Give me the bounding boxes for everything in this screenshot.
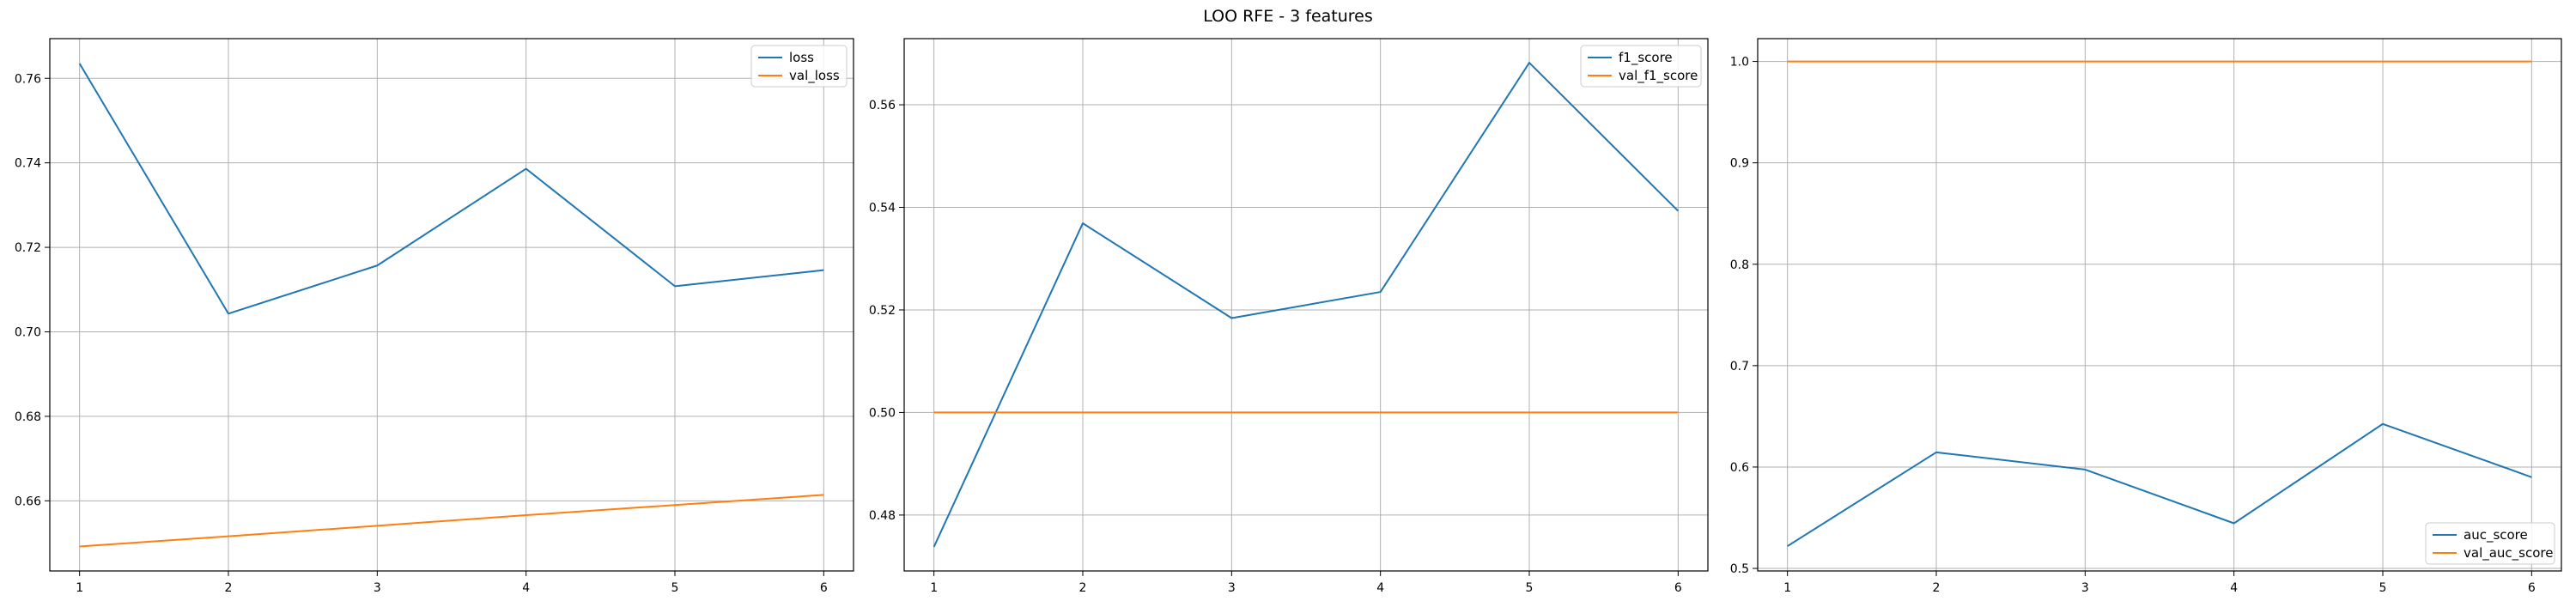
axes-frame xyxy=(903,38,1709,572)
x-tick-label: 5 xyxy=(1526,581,1534,595)
series-line-f1-score xyxy=(933,62,1680,548)
legend: f1_score val_f1_score xyxy=(1580,45,1702,88)
y-tick-label: 0.48 xyxy=(869,509,896,523)
y-tick-label: 0.74 xyxy=(15,157,41,171)
legend-label: val_loss xyxy=(789,68,840,84)
axes-frame xyxy=(49,38,854,572)
x-tick-label: 4 xyxy=(2230,581,2238,595)
y-tick-label: 0.72 xyxy=(15,241,41,255)
legend-label: f1_score xyxy=(1619,50,1673,66)
y-tick-label: 0.6 xyxy=(1730,461,1749,475)
y-tick-label: 1.0 xyxy=(1730,56,1749,70)
y-tick-label: 0.9 xyxy=(1730,157,1749,171)
x-tick-label: 1 xyxy=(930,581,938,595)
subplot-loss: 1 2 3 4 5 6 0.66 0.68 0.70 0.72 0.74 0.76 loss val_lo… xyxy=(15,38,854,595)
x-tick-label: 6 xyxy=(1674,581,1682,595)
x-tick-label: 4 xyxy=(1376,581,1384,595)
x-tick-label: 5 xyxy=(671,581,679,595)
x-tick-label: 6 xyxy=(820,581,828,595)
y-tick-label: 0.76 xyxy=(15,72,41,86)
x-tick-label: 1 xyxy=(1783,581,1791,595)
legend-label: val_f1_score xyxy=(1619,68,1698,84)
legend-label: loss xyxy=(789,50,814,65)
x-tick-label: 2 xyxy=(225,581,233,595)
x-tick-label: 3 xyxy=(2081,581,2089,595)
y-tick-label: 0.68 xyxy=(15,410,41,424)
legend-box xyxy=(2425,522,2555,565)
y-tick-label: 0.8 xyxy=(1730,258,1749,272)
legend-label: val_auc_score xyxy=(2464,545,2554,562)
series-line-auc-score xyxy=(1787,422,2532,547)
y-tick-label: 0.52 xyxy=(869,304,896,318)
x-tick-label: 6 xyxy=(2528,581,2536,595)
legend: loss val_loss xyxy=(750,45,848,88)
x-tick-label: 2 xyxy=(1933,581,1941,595)
x-tick-label: 5 xyxy=(2379,581,2387,595)
y-tick-label: 0.56 xyxy=(869,99,896,112)
axes-frame xyxy=(1757,38,2562,572)
y-tick-label: 0.5 xyxy=(1730,562,1749,576)
x-tick-label: 1 xyxy=(76,581,83,595)
series-line-val-loss xyxy=(79,494,824,548)
y-tick-label: 0.54 xyxy=(869,202,896,216)
legend: auc_score val_auc_score xyxy=(2425,522,2555,565)
legend-label: auc_score xyxy=(2464,527,2528,543)
y-tick-label: 0.70 xyxy=(15,325,41,339)
subplot-auc-score: 1 2 3 4 5 6 0.5 0.6 0.7 0.8 0.9 1.0 auc_score val_auc… xyxy=(1730,38,2562,595)
x-tick-label: 3 xyxy=(1228,581,1236,595)
subplot-f1-score: 1 2 3 4 5 6 0.48 0.50 0.52 0.54 0.56 f1_score val_f1… xyxy=(869,38,1709,595)
x-tick-label: 4 xyxy=(522,581,530,595)
x-tick-label: 3 xyxy=(374,581,381,595)
y-tick-label: 0.66 xyxy=(15,495,41,508)
x-tick-label: 2 xyxy=(1079,581,1087,595)
figure-title: LOO RFE - 3 features xyxy=(1203,7,1373,26)
y-tick-label: 0.7 xyxy=(1730,360,1749,373)
series-line-loss xyxy=(78,63,824,315)
y-tick-label: 0.50 xyxy=(869,406,896,420)
